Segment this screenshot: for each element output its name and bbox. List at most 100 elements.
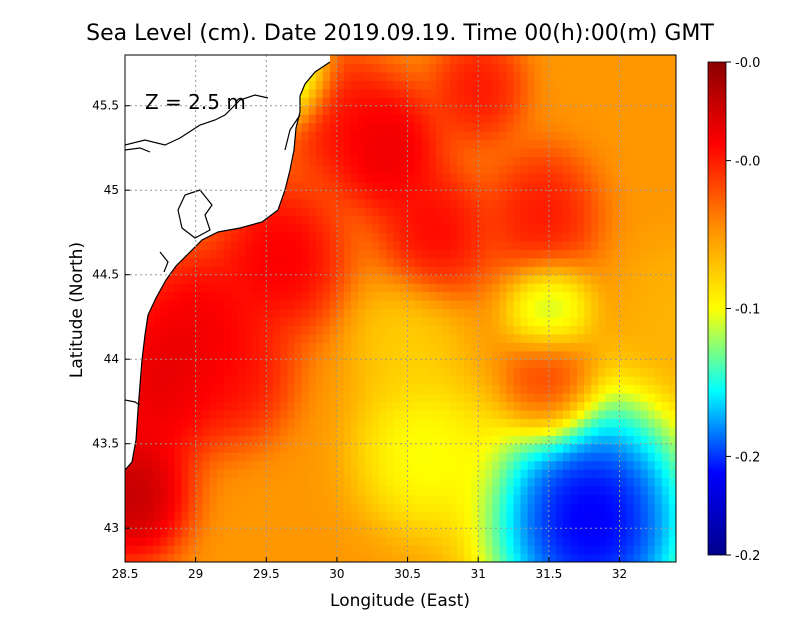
- heatmap-cell: [294, 55, 303, 56]
- heatmap-cell: [294, 469, 303, 479]
- heatmap-cell: [351, 156, 359, 166]
- heatmap-cell: [386, 502, 395, 512]
- heatmap-cell: [351, 477, 359, 487]
- heatmap-cell: [605, 215, 614, 225]
- heatmap-cell: [442, 528, 451, 538]
- heatmap-cell: [174, 333, 183, 343]
- heatmap-cell: [322, 173, 331, 183]
- heatmap-cell: [181, 553, 190, 562]
- heatmap-cell: [541, 494, 550, 504]
- heatmap-cell: [393, 114, 402, 124]
- heatmap-cell: [555, 350, 564, 360]
- heatmap-cell: [633, 502, 642, 512]
- heatmap-cell: [577, 215, 585, 225]
- heatmap-cell: [654, 240, 663, 250]
- heatmap-cell: [647, 502, 656, 512]
- heatmap-cell: [612, 553, 621, 562]
- heatmap-cell: [252, 393, 260, 403]
- heatmap-cell: [153, 511, 161, 521]
- heatmap-cell: [414, 316, 423, 326]
- heatmap-cell: [428, 460, 437, 470]
- heatmap-cell: [238, 232, 246, 242]
- heatmap-cell: [280, 240, 289, 250]
- heatmap-cell: [654, 131, 663, 141]
- heatmap-cell: [343, 333, 352, 343]
- heatmap-cell: [393, 376, 402, 386]
- heatmap-cell: [252, 232, 260, 242]
- heatmap-cell: [181, 55, 190, 56]
- heatmap-cell: [584, 80, 592, 90]
- heatmap-cell: [570, 409, 578, 419]
- heatmap-cell: [365, 147, 373, 157]
- heatmap-cell: [287, 502, 296, 512]
- heatmap-cell: [287, 164, 296, 174]
- heatmap-cell: [626, 350, 635, 360]
- heatmap-cell: [329, 63, 338, 73]
- heatmap-cell: [372, 156, 380, 166]
- heatmap-cell: [499, 207, 508, 217]
- heatmap-cell: [386, 156, 395, 166]
- heatmap-cell: [188, 528, 197, 538]
- heatmap-cell: [562, 55, 571, 65]
- heatmap-cell: [478, 350, 486, 360]
- heatmap-cell: [492, 80, 500, 90]
- heatmap-cell: [386, 393, 395, 403]
- heatmap-cell: [555, 384, 564, 394]
- heatmap-cell: [449, 224, 458, 234]
- colorbar-tick-label: -0.2: [735, 450, 760, 465]
- heatmap-cell: [555, 232, 564, 242]
- heatmap-cell: [421, 528, 430, 538]
- heatmap-cell: [647, 80, 656, 90]
- heatmap-cell: [188, 435, 197, 445]
- heatmap-cell: [527, 376, 536, 386]
- heatmap-cell: [358, 224, 366, 234]
- heatmap-cell: [202, 443, 211, 453]
- heatmap-cell: [167, 300, 176, 310]
- heatmap-cell: [202, 511, 211, 521]
- heatmap-cell: [478, 173, 486, 183]
- heatmap-cell: [591, 147, 599, 157]
- heatmap-cell: [612, 232, 621, 242]
- heatmap-cell: [598, 443, 606, 453]
- heatmap-cell: [577, 519, 585, 529]
- heatmap-cell: [287, 511, 296, 521]
- heatmap-cell: [570, 266, 578, 276]
- heatmap-cell: [407, 333, 416, 343]
- heatmap-cell: [315, 105, 324, 115]
- heatmap-cell: [527, 266, 536, 276]
- heatmap-cell: [435, 485, 444, 495]
- heatmap-cell: [435, 232, 444, 242]
- heatmap-cell: [407, 88, 416, 98]
- heatmap-cell: [661, 418, 670, 428]
- heatmap-cell: [584, 232, 592, 242]
- heatmap-cell: [548, 409, 557, 419]
- heatmap-cell: [329, 342, 338, 352]
- heatmap-cell: [485, 435, 493, 445]
- heatmap-cell: [612, 359, 621, 369]
- inland-border: [125, 399, 141, 406]
- heatmap-cell: [577, 452, 585, 462]
- heatmap-cell: [160, 443, 168, 453]
- heatmap-cell: [181, 274, 190, 284]
- heatmap-cell: [640, 240, 649, 250]
- heatmap-cell: [619, 393, 628, 403]
- heatmap-cell: [195, 477, 204, 487]
- heatmap-cell: [280, 485, 289, 495]
- heatmap-cell: [223, 485, 232, 495]
- heatmap-cell: [668, 291, 676, 301]
- heatmap-cell: [428, 367, 437, 377]
- heatmap-cell: [541, 435, 550, 445]
- heatmap-cell: [223, 367, 232, 377]
- heatmap-cell: [259, 528, 267, 538]
- heatmap-cell: [449, 274, 458, 284]
- heatmap-cell: [555, 173, 564, 183]
- heatmap-cell: [414, 249, 423, 259]
- heatmap-cell: [605, 173, 614, 183]
- heatmap-cell: [329, 350, 338, 360]
- heatmap-cell: [492, 376, 500, 386]
- heatmap-cell: [485, 232, 493, 242]
- heatmap-cell: [421, 409, 430, 419]
- heatmap-cell: [209, 266, 218, 276]
- heatmap-cell: [421, 502, 430, 512]
- heatmap-cell: [647, 207, 656, 217]
